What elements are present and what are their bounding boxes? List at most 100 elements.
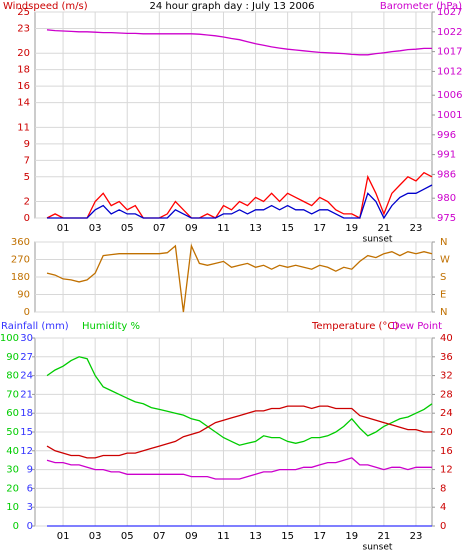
y-tick-label: 1027	[437, 7, 462, 18]
y-tick-label: 986	[437, 169, 456, 180]
x-tick-label: 05	[121, 531, 134, 542]
y-tick-label: 2	[24, 197, 30, 208]
y-tick-label: 0	[13, 521, 19, 532]
x-tick-label: 23	[410, 531, 423, 542]
x-tick-label: 09	[185, 223, 198, 234]
y-tick-label: 24	[440, 408, 453, 419]
series-line	[47, 184, 433, 220]
axis-title: Rainfall (mm)	[1, 321, 69, 332]
x-tick-label: 19	[345, 531, 358, 542]
y-tick-label: 1022	[437, 27, 462, 38]
axis-title: Barometer (hPa)	[380, 1, 462, 12]
y-tick-label: 1006	[437, 90, 462, 101]
y-tick-label: 6	[27, 483, 33, 494]
y-tick-label: 12	[20, 446, 33, 457]
x-tick-label: 07	[153, 531, 166, 542]
y-tick-label: 1001	[437, 110, 462, 121]
y-tick-label: 20	[17, 48, 30, 59]
series-line	[46, 243, 433, 313]
x-tick-label: 19	[345, 223, 358, 234]
y-tick-label: 16	[440, 446, 453, 457]
y-tick-label: 23	[17, 23, 30, 34]
x-tick-label: 05	[121, 223, 134, 234]
y-tick-label: 36	[440, 352, 453, 363]
y-tick-label: 18	[17, 65, 30, 76]
x-tick-label: 23	[410, 223, 423, 234]
y-tick-label: 980	[437, 193, 456, 204]
y-tick-label: 20	[6, 483, 19, 494]
y-tick-label: 0	[440, 521, 446, 532]
y-tick-label: 12	[440, 465, 453, 476]
axis-title: Dew Point	[392, 321, 442, 332]
x-tick-label: 15	[281, 531, 294, 542]
y-tick-label: 40	[440, 333, 453, 344]
x-tick-label: 01	[57, 223, 70, 234]
y-tick-label: 1012	[437, 66, 462, 77]
annotation: sunset	[363, 235, 393, 245]
y-tick-label: 0	[24, 307, 30, 318]
x-tick-label: 11	[217, 223, 230, 234]
x-tick-label: 03	[89, 223, 102, 234]
y-tick-label: 1017	[437, 47, 462, 58]
y-tick-label: 50	[6, 427, 19, 438]
y-tick-label: 21	[20, 389, 33, 400]
series-line	[46, 457, 432, 480]
axis-title: Humidity %	[82, 321, 140, 332]
x-tick-label: 13	[249, 223, 262, 234]
y-tick-label: 100	[0, 333, 19, 344]
y-tick-label: 28	[440, 389, 453, 400]
y-tick-label: W	[440, 255, 450, 266]
y-tick-label: 14	[17, 98, 30, 109]
y-tick-label: 10	[6, 502, 19, 513]
y-tick-label: 20	[440, 427, 453, 438]
y-tick-label: 70	[6, 389, 19, 400]
y-tick-label: 18	[20, 408, 33, 419]
y-tick-label: 4	[440, 502, 446, 513]
x-tick-label: 09	[185, 531, 198, 542]
x-tick-label: 07	[153, 223, 166, 234]
y-tick-label: 9	[27, 465, 33, 476]
series-line	[46, 171, 433, 219]
y-tick-label: 0	[24, 213, 30, 224]
y-tick-label: 25	[17, 7, 30, 18]
y-tick-label: N	[440, 307, 447, 318]
x-tick-label: 13	[249, 531, 262, 542]
y-tick-label: 90	[6, 352, 19, 363]
y-tick-label: 180	[11, 272, 30, 283]
y-tick-label: 8	[440, 483, 446, 494]
y-tick-label: 16	[17, 81, 30, 92]
axis-title: Windspeed (m/s)	[3, 1, 88, 12]
y-tick-label: 3	[27, 502, 33, 513]
y-tick-label: S	[440, 272, 446, 283]
x-tick-label: 17	[313, 223, 326, 234]
x-tick-label: 21	[378, 223, 391, 234]
x-tick-label: 17	[313, 531, 326, 542]
y-tick-label: 30	[6, 465, 19, 476]
x-tick-label: 15	[281, 223, 294, 234]
y-tick-label: 975	[437, 213, 456, 224]
y-tick-label: 991	[437, 150, 456, 161]
x-tick-label: 11	[217, 531, 230, 542]
series-line	[46, 405, 432, 459]
y-tick-label: 15	[20, 427, 33, 438]
y-tick-label: 40	[6, 446, 19, 457]
y-tick-label: 90	[17, 290, 30, 301]
annotation: sunset	[363, 543, 393, 553]
y-tick-label: 60	[6, 408, 19, 419]
y-tick-label: 5	[24, 172, 30, 183]
series-line	[46, 29, 432, 56]
y-tick-label: E	[440, 290, 446, 301]
y-tick-label: 9	[24, 139, 30, 150]
y-tick-label: N	[440, 237, 447, 248]
x-tick-label: 01	[57, 531, 70, 542]
series-line	[46, 356, 433, 446]
axis-title: 24 hour graph day : July 13 2006	[149, 1, 314, 12]
y-tick-label: 0	[27, 521, 33, 532]
y-tick-label: 80	[6, 371, 19, 382]
y-tick-label: 24	[20, 371, 33, 382]
y-tick-label: 270	[11, 255, 30, 266]
y-tick-label: 360	[11, 237, 30, 248]
x-tick-label: 21	[378, 531, 391, 542]
